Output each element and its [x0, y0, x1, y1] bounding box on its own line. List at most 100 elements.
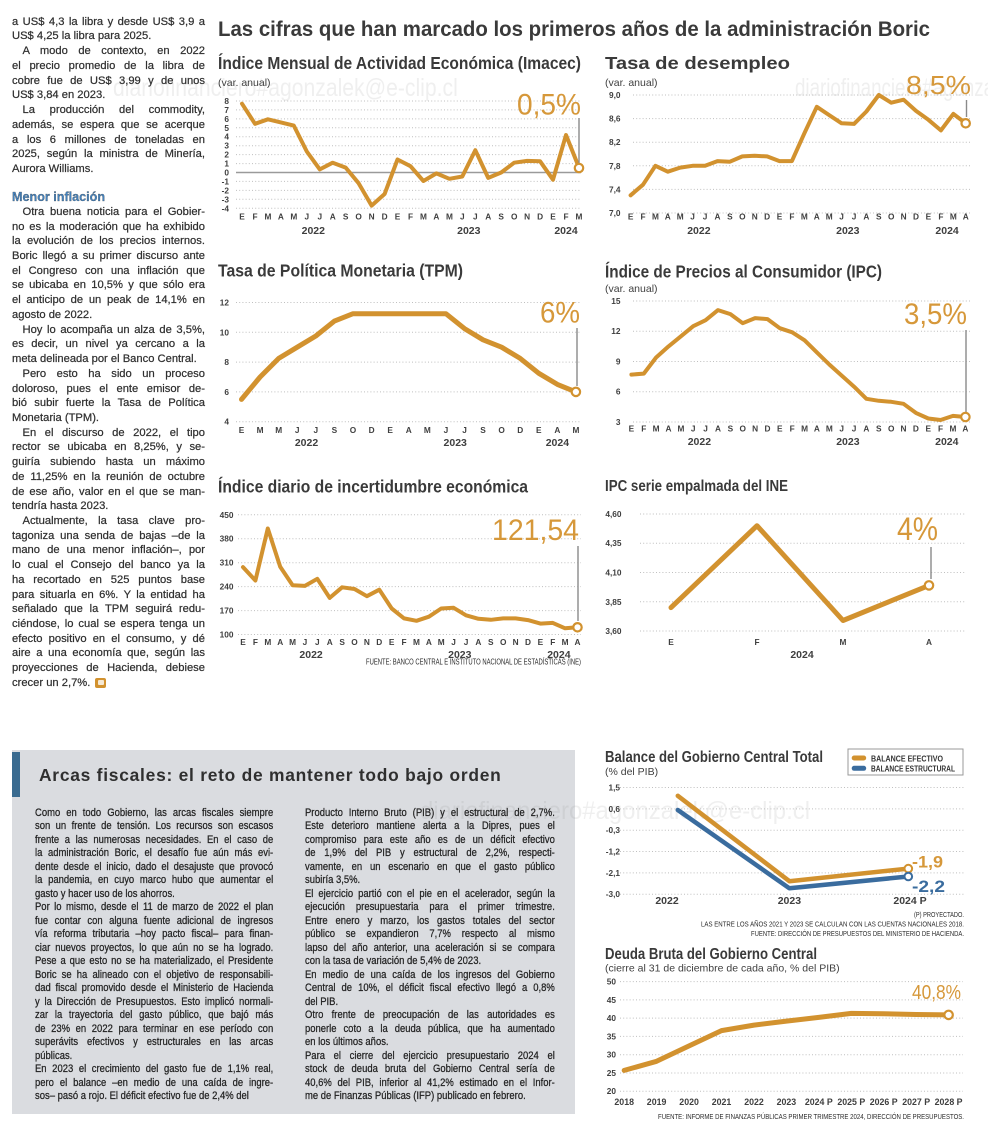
svg-text:J: J [703, 424, 708, 434]
svg-text:E: E [239, 425, 245, 435]
svg-text:30: 30 [607, 1050, 617, 1060]
svg-text:4: 4 [224, 417, 229, 427]
svg-text:-0,3: -0,3 [606, 825, 621, 835]
svg-text:N: N [364, 637, 370, 647]
svg-text:S: S [339, 637, 345, 647]
svg-text:8,6: 8,6 [609, 114, 621, 124]
svg-text:M: M [576, 212, 583, 222]
svg-text:BALANCE ESTRUCTURAL: BALANCE ESTRUCTURAL [871, 764, 955, 773]
svg-text:Índice diario de incertidumbre: Índice diario de incertidumbre económica [218, 476, 528, 497]
svg-text:J: J [315, 637, 320, 647]
svg-text:2024 P: 2024 P [805, 1097, 833, 1107]
svg-text:O: O [351, 637, 358, 647]
svg-text:N: N [901, 212, 907, 222]
svg-text:2022: 2022 [655, 895, 679, 907]
svg-text:8: 8 [224, 96, 229, 106]
svg-text:E: E [629, 424, 635, 434]
svg-text:(var. anual): (var. anual) [605, 77, 658, 89]
svg-text:O: O [350, 425, 357, 435]
svg-text:F: F [252, 212, 257, 222]
svg-text:S: S [332, 425, 338, 435]
svg-text:O: O [888, 212, 895, 222]
svg-text:35: 35 [607, 1031, 617, 1041]
svg-text:A: A [963, 212, 969, 222]
svg-text:2022: 2022 [688, 436, 712, 448]
svg-text:M: M [840, 637, 847, 647]
svg-text:O: O [511, 212, 518, 222]
svg-text:2023: 2023 [448, 649, 472, 661]
svg-text:J: J [444, 425, 449, 435]
svg-text:2022: 2022 [302, 225, 326, 237]
svg-text:M: M [264, 212, 271, 222]
svg-text:FUENTE: INFORME DE FINANZAS PÚ: FUENTE: INFORME DE FINANZAS PÚBLICAS PRI… [658, 1112, 964, 1121]
svg-text:(P) PROYECTADO.: (P) PROYECTADO. [914, 912, 964, 919]
svg-text:2022: 2022 [744, 1097, 764, 1107]
svg-text:D: D [376, 637, 382, 647]
svg-text:M: M [420, 212, 427, 222]
svg-text:M: M [438, 637, 445, 647]
svg-text:A: A [814, 424, 820, 434]
svg-text:(% del PIB): (% del PIB) [605, 766, 658, 778]
svg-text:M: M [826, 424, 833, 434]
svg-text:F: F [408, 212, 413, 222]
svg-text:2019: 2019 [647, 1097, 667, 1107]
svg-text:7,8: 7,8 [609, 161, 621, 171]
svg-text:J: J [303, 637, 308, 647]
svg-text:E: E [387, 425, 393, 435]
svg-text:2025 P: 2025 P [837, 1097, 865, 1107]
svg-text:2023: 2023 [457, 225, 481, 237]
svg-text:O: O [888, 424, 895, 434]
svg-text:F: F [938, 212, 943, 222]
svg-text:M: M [413, 637, 420, 647]
svg-text:(cierre al 31 de diciembre de: (cierre al 31 de diciembre de cada año, … [605, 963, 840, 975]
svg-text:J: J [691, 424, 696, 434]
svg-text:380: 380 [220, 534, 234, 544]
svg-text:A: A [406, 425, 412, 435]
svg-text:A: A [715, 424, 721, 434]
svg-text:100: 100 [220, 630, 234, 640]
svg-text:A: A [426, 637, 432, 647]
svg-text:M: M [677, 424, 684, 434]
svg-text:S: S [727, 212, 733, 222]
svg-text:2020: 2020 [679, 1097, 699, 1107]
svg-text:M: M [801, 212, 808, 222]
svg-text:4,60: 4,60 [605, 509, 622, 519]
svg-text:25: 25 [607, 1068, 617, 1078]
svg-text:Deuda Bruta del Gobierno Centr: Deuda Bruta del Gobierno Central [605, 946, 817, 963]
svg-text:O: O [739, 212, 746, 222]
svg-text:D: D [525, 637, 531, 647]
svg-text:O: O [500, 637, 507, 647]
svg-text:2026 P: 2026 P [870, 1097, 898, 1107]
svg-text:6: 6 [616, 387, 621, 397]
svg-text:(var. anual): (var. anual) [218, 77, 271, 89]
svg-text:2028 P: 2028 P [935, 1097, 963, 1107]
svg-text:8,5%: 8,5% [906, 72, 971, 100]
svg-text:Las cifras que han marcado los: Las cifras que han marcado los primeros … [218, 18, 930, 41]
svg-text:8,2: 8,2 [609, 137, 621, 147]
svg-text:2023: 2023 [778, 895, 802, 907]
svg-text:E: E [628, 212, 634, 222]
svg-text:2024: 2024 [935, 225, 959, 237]
svg-text:310: 310 [220, 558, 234, 568]
svg-text:N: N [513, 637, 519, 647]
svg-text:F: F [563, 212, 568, 222]
svg-text:2023: 2023 [836, 225, 860, 237]
svg-text:LAS ENTRE LOS AÑOS 2021 Y 2023: LAS ENTRE LOS AÑOS 2021 Y 2023 SE CALCUL… [701, 920, 964, 929]
svg-text:E: E [777, 212, 783, 222]
svg-text:S: S [876, 424, 882, 434]
svg-text:D: D [382, 212, 388, 222]
svg-text:7,0: 7,0 [609, 208, 621, 218]
svg-text:J: J [839, 212, 844, 222]
svg-text:-4: -4 [222, 203, 230, 213]
svg-text:E: E [239, 212, 245, 222]
svg-text:F: F [754, 637, 759, 647]
svg-text:A: A [475, 637, 481, 647]
svg-text:2023: 2023 [836, 436, 860, 448]
svg-text:M: M [290, 212, 297, 222]
svg-text:-1,2: -1,2 [606, 847, 621, 857]
svg-text:S: S [876, 212, 882, 222]
svg-text:E: E [536, 425, 542, 435]
svg-text:J: J [313, 425, 318, 435]
svg-text:6%: 6% [540, 297, 580, 330]
svg-text:2024: 2024 [547, 649, 571, 661]
